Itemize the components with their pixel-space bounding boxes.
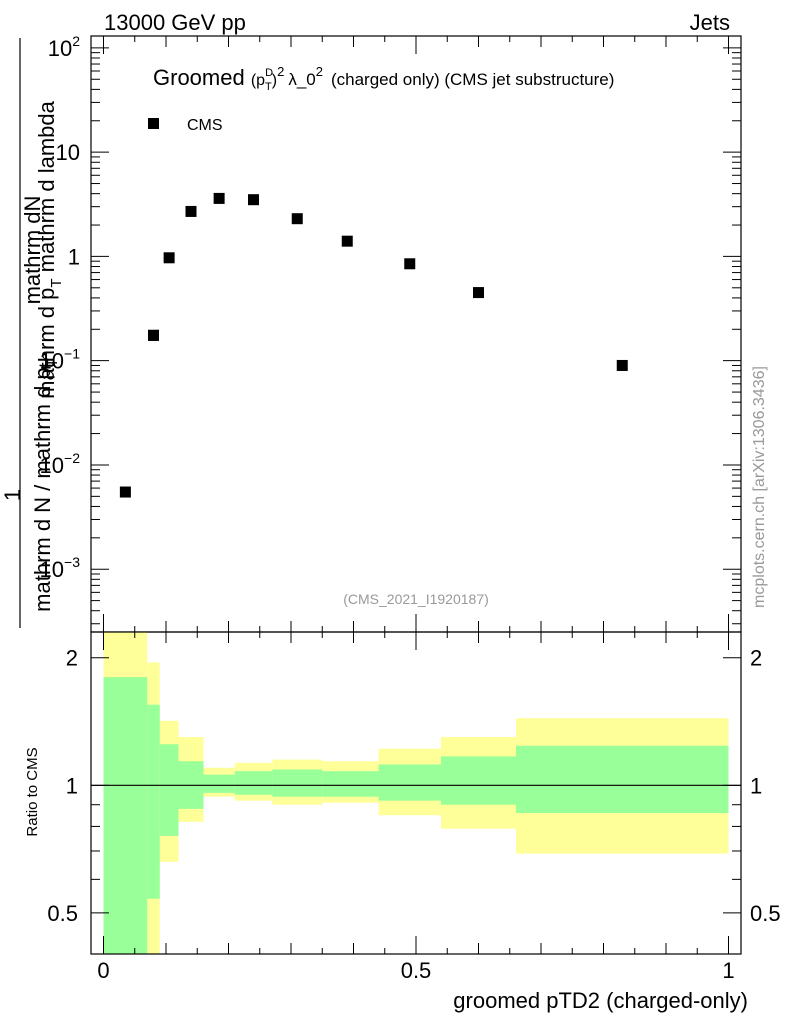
ylabel-numerator: mathrm d <box>20 211 45 304</box>
ylabel-denominator-rest: mathrm d lambda <box>34 100 59 272</box>
title-p: (p <box>251 72 265 89</box>
main-y-tick-label: 10−3 <box>40 554 81 582</box>
ratio-y-tick-labels: 0.5 0.5 1 1 2 2 <box>47 646 780 926</box>
data-points <box>119 192 628 498</box>
x-tick-label: 0.5 <box>401 958 432 983</box>
ratio-band-green <box>441 756 516 805</box>
data-point-cms <box>291 213 303 225</box>
main-y-tick-label: 10 <box>56 140 80 165</box>
svg-text:Groomed (pDT)2λ_02(charg: Groomed (pD T)2 λ_02 (charged only) (CMS je… <box>153 64 614 93</box>
svg-text:mathrm d N / mathrm d pT: mathrm d N / mathrm d pT <box>30 358 61 612</box>
title-rest: (charged only) (CMS jet substructure) <box>331 70 614 89</box>
data-point-cms <box>185 205 197 217</box>
ratio-y-tick-label-right: 1 <box>750 773 762 798</box>
ratio-band-green <box>159 744 179 836</box>
legend-label-cms: CMS <box>187 117 223 134</box>
ylabel-numerator-n: N <box>20 196 45 212</box>
title-main: Groomed <box>153 65 245 90</box>
title-lambda: λ_0 <box>288 70 315 89</box>
data-point-cms <box>148 329 159 341</box>
ylabel-prefix-denominator: mathrm d N / mathrm d p <box>30 367 55 612</box>
title-exp: 2 <box>277 64 284 79</box>
data-point-cms <box>473 287 484 299</box>
title-sub-t: T <box>265 81 272 93</box>
main-y-tick-label: 1 <box>68 244 80 269</box>
ylabel-denominator-sub: T <box>48 278 65 287</box>
ratio-y-tick-label-left: 1 <box>66 773 78 798</box>
data-point-cms <box>341 235 353 247</box>
ratio-band-green <box>516 745 729 814</box>
main-y-tick-label: 102 <box>48 33 80 61</box>
svg-text:mathrm d pT mathrm d lambda: mathrm d pT mathrm d lambda <box>34 100 65 399</box>
legend-marker-cms <box>148 118 159 129</box>
x-tick-labels: 0 0.5 1 <box>97 958 734 983</box>
energy-label: 13000 GeV pp <box>104 10 246 35</box>
ratio-y-tick-label-left: 0.5 <box>47 901 78 926</box>
side-source-label: mcplots.cern.ch [arXiv:1306.3436] <box>751 366 768 608</box>
analysis-watermark: (CMS_2021_I1920187) <box>343 591 489 607</box>
x-tick-label: 1 <box>722 958 734 983</box>
ratio-band-green <box>147 704 160 899</box>
data-point-cms <box>213 192 225 204</box>
x-tick-label: 0 <box>97 958 109 983</box>
title-sup-d: D <box>265 67 273 79</box>
data-point-cms <box>163 252 175 264</box>
ylabel-prefix-numerator: 1 <box>0 489 25 501</box>
ratio-band-green <box>322 771 379 797</box>
category-label: Jets <box>690 10 730 35</box>
ratio-y-tick-label-right: 0.5 <box>750 901 781 926</box>
plot-title: Groomed (pD T)2 λ_02 (charged only) (CMS je… <box>153 64 614 93</box>
main-y-tick-labels: 10−3 10−2 10−1 1 10 102 <box>40 33 81 582</box>
svg-text:mathrm dN: mathrm dN <box>20 196 45 305</box>
ratio-band-green <box>378 764 441 801</box>
ratio-bands <box>103 632 729 954</box>
main-axis-ticks <box>91 36 741 632</box>
legend: CMS <box>148 117 223 134</box>
title-close: ) <box>272 72 277 89</box>
title-lambda-exp: 2 <box>316 64 323 79</box>
data-point-cms <box>616 359 628 371</box>
main-y-axis-label: mathrm dN mathrm d pT mathrm d lambda 1 … <box>0 38 65 628</box>
main-y-tick-label: 10−2 <box>40 450 81 478</box>
ylabel-denominator: mathrm d p <box>34 288 59 399</box>
data-point-cms <box>404 258 416 270</box>
ratio-axis-ticks <box>91 632 741 955</box>
ylabel-prefix-denominator-sub: T <box>44 358 61 367</box>
ratio-y-tick-label-left: 2 <box>66 646 78 671</box>
ratio-band-green <box>234 771 273 795</box>
ratio-band-green <box>203 774 235 793</box>
ratio-y-tick-label-right: 2 <box>750 646 762 671</box>
ratio-band-green <box>272 769 323 797</box>
data-point-cms <box>248 194 259 206</box>
ratio-y-axis-label: Ratio to CMS <box>24 747 41 836</box>
ratio-band-green <box>103 677 148 954</box>
x-axis-label: groomed pTD2 (charged-only) <box>453 988 748 1013</box>
data-point-cms <box>119 486 131 498</box>
main-y-tick-label: 10−1 <box>40 346 81 374</box>
